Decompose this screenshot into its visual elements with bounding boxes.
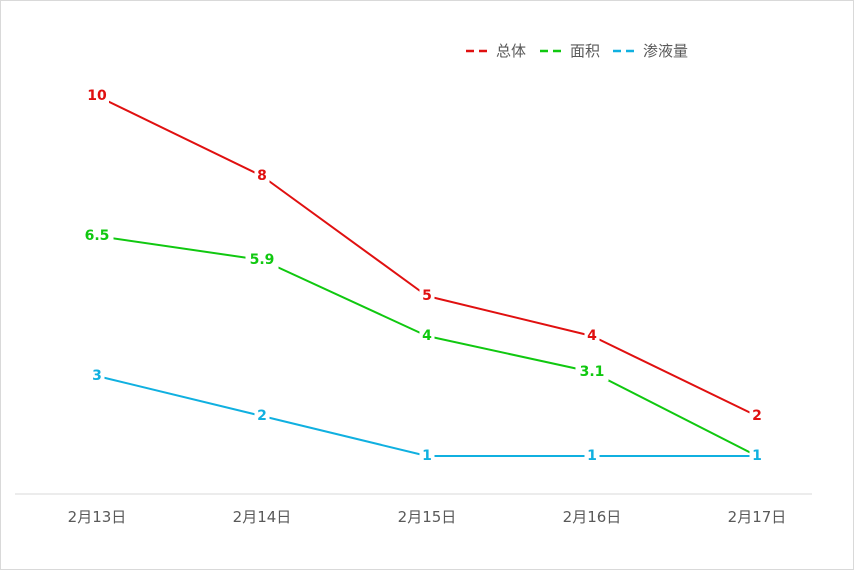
legend-label: 渗液量 (643, 42, 688, 60)
legend: 总体 面积 渗液量 (466, 42, 688, 60)
data-label: 2 (752, 408, 762, 424)
data-label: 4 (422, 328, 432, 344)
x-tick-label: 2月16日 (563, 508, 622, 526)
data-label: 10 (87, 88, 107, 104)
x-tick-label: 2月13日 (68, 508, 127, 526)
data-label-bg (254, 407, 270, 425)
x-axis-ticks: 2月13日 2月14日 2月15日 2月16日 2月17日 (68, 508, 787, 526)
data-label: 3.1 (580, 364, 605, 380)
data-label-bg (749, 407, 765, 425)
series-lines (96, 95, 758, 457)
data-label: 2 (257, 408, 267, 424)
data-label-bg (584, 327, 600, 345)
data-label-bg (85, 87, 109, 105)
data-label: 3 (92, 368, 102, 384)
legend-label: 总体 (496, 42, 526, 60)
series-line-1 (96, 235, 758, 457)
data-label: 6.5 (85, 228, 110, 244)
data-label: 5 (422, 288, 432, 304)
data-label-bg (419, 327, 435, 345)
series-line-0 (96, 95, 758, 417)
data-label-bg (254, 167, 270, 185)
data-label-bg (419, 287, 435, 305)
x-tick-label: 2月17日 (728, 508, 787, 526)
data-label-bg (419, 447, 435, 465)
data-label-bg (80, 227, 114, 245)
data-label-bg (749, 447, 765, 465)
data-label-bg (89, 367, 105, 385)
data-label-bg (584, 447, 600, 465)
x-tick-label: 2月14日 (233, 508, 292, 526)
x-tick-label: 2月15日 (398, 508, 457, 526)
data-label: 8 (257, 168, 267, 184)
data-label: 1 (752, 448, 762, 464)
data-label: 5.9 (250, 252, 275, 268)
data-label-bg (245, 251, 279, 269)
data-label: 1 (587, 448, 597, 464)
series-line-2 (96, 375, 757, 457)
data-label-bg (575, 363, 609, 381)
data-label: 4 (587, 328, 597, 344)
legend-label: 面积 (570, 42, 600, 60)
data-label: 1 (422, 448, 432, 464)
